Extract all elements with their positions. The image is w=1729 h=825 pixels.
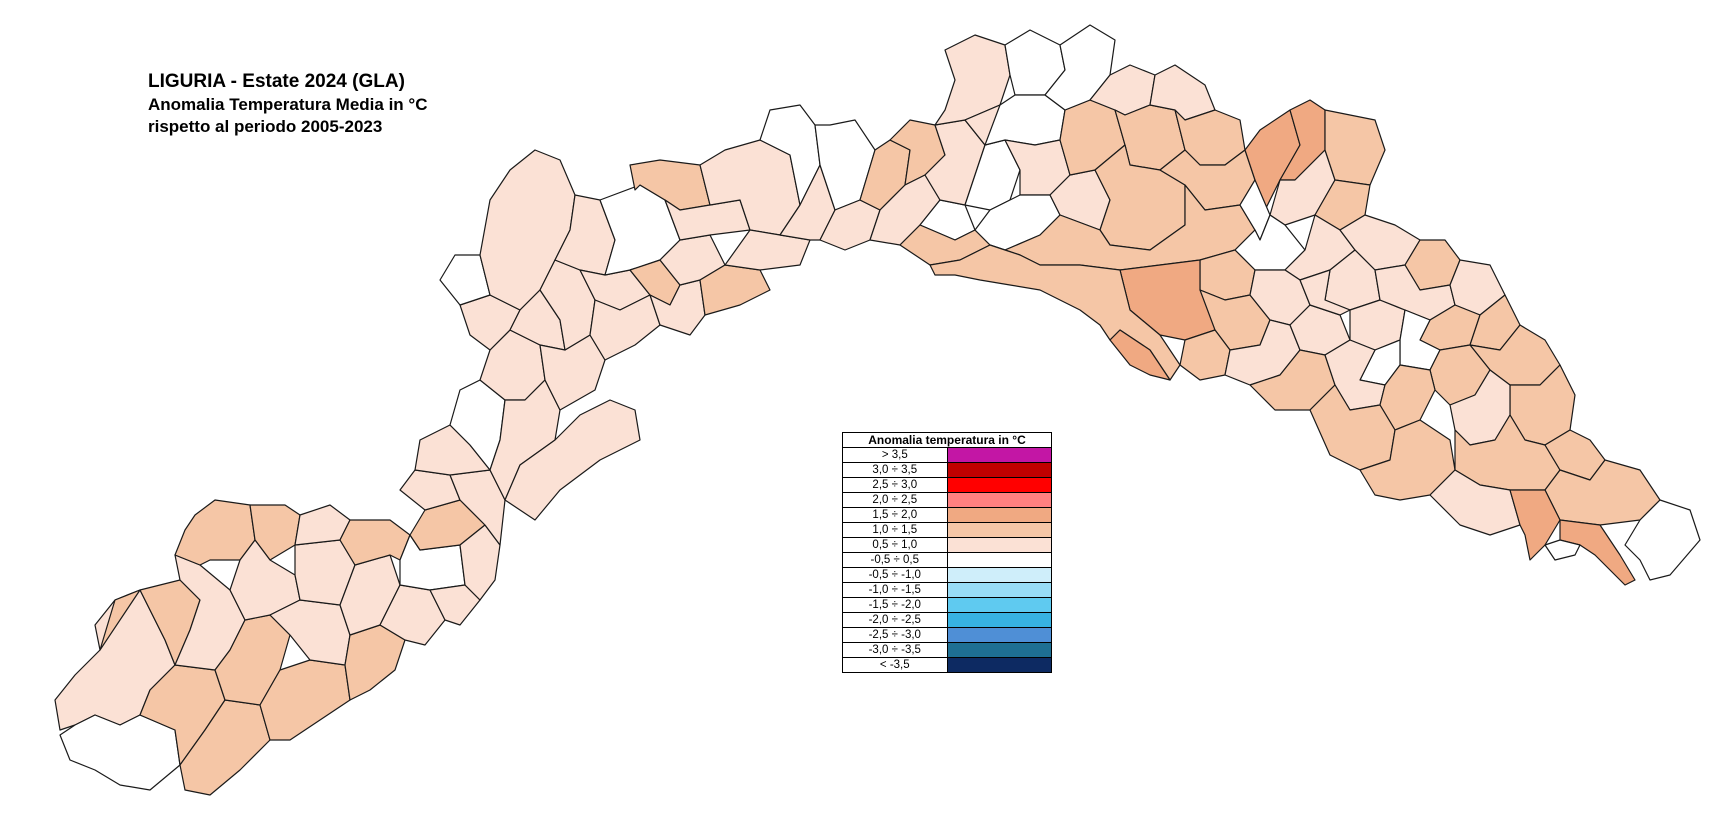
legend-swatch: [946, 492, 1053, 508]
legend-row: > 3,5: [842, 447, 1053, 463]
municipality-area: [1509, 489, 1561, 561]
legend-label: -2,5 ÷ -3,0: [842, 627, 948, 643]
legend-swatch: [946, 597, 1053, 613]
municipality-area: [339, 519, 411, 566]
legend-swatch: [946, 657, 1053, 673]
legend-swatch: [946, 552, 1053, 568]
legend-label: 2,0 ÷ 2,5: [842, 492, 948, 508]
legend-label: < -3,5: [842, 657, 948, 673]
legend-swatch: [946, 507, 1053, 523]
municipality-area: [1359, 419, 1456, 501]
legend-row: 2,5 ÷ 3,0: [842, 477, 1053, 493]
municipality-area: [504, 399, 641, 521]
map-reference-period: rispetto al periodo 2005-2023: [148, 117, 383, 136]
legend-label: 3,0 ÷ 3,5: [842, 462, 948, 478]
legend-label: -0,5 ÷ 0,5: [842, 552, 948, 568]
legend-row: 1,0 ÷ 1,5: [842, 522, 1053, 538]
legend-row: -0,5 ÷ 0,5: [842, 552, 1053, 568]
legend-row: 0,5 ÷ 1,0: [842, 537, 1053, 553]
municipality-area: [1544, 539, 1581, 561]
legend-swatch: [946, 612, 1053, 628]
legend-label: -0,5 ÷ -1,0: [842, 567, 948, 583]
legend-row: -3,0 ÷ -3,5: [842, 642, 1053, 658]
legend-row: -1,0 ÷ -1,5: [842, 582, 1053, 598]
municipality-area: [1624, 499, 1701, 581]
legend-row: 1,5 ÷ 2,0: [842, 507, 1053, 523]
municipality-area: [489, 379, 561, 501]
legend-swatch: [946, 642, 1053, 658]
legend-row: -1,5 ÷ -2,0: [842, 597, 1053, 613]
municipality-area: [1109, 329, 1171, 381]
legend-label: -2,0 ÷ -2,5: [842, 612, 948, 628]
municipality-area: [344, 624, 406, 701]
map-title: LIGURIA - Estate 2024 (GLA): [148, 71, 405, 92]
legend-swatch: [946, 627, 1053, 643]
legend-label: 0,5 ÷ 1,0: [842, 537, 948, 553]
legend-row: -2,5 ÷ -3,0: [842, 627, 1053, 643]
legend-swatch: [946, 537, 1053, 553]
legend-row: -2,0 ÷ -2,5: [842, 612, 1053, 628]
legend-label: > 3,5: [842, 447, 948, 463]
legend-swatch: [946, 447, 1053, 463]
legend-swatch: [946, 462, 1053, 478]
legend-label: -3,0 ÷ -3,5: [842, 642, 948, 658]
legend-label: 2,5 ÷ 3,0: [842, 477, 948, 493]
map-subtitle: Anomalia Temperatura Media in °C: [148, 95, 428, 114]
municipality-area: [1299, 269, 1351, 316]
legend-row: -0,5 ÷ -1,0: [842, 567, 1053, 583]
legend-row: 2,0 ÷ 2,5: [842, 492, 1053, 508]
legend-classes: > 3,5 3,0 ÷ 3,5 2,5 ÷ 3,0 2,0 ÷ 2,5 1,5 ÷ 2,…: [842, 447, 1053, 673]
legend-label: -1,0 ÷ -1,5: [842, 582, 948, 598]
legend-label: -1,5 ÷ -2,0: [842, 597, 948, 613]
municipality-area: [59, 714, 181, 791]
legend: Anomalia temperatura in °C > 3,5 3,0 ÷ 3,…: [842, 432, 1053, 673]
legend-swatch: [946, 582, 1053, 598]
legend-swatch: [946, 567, 1053, 583]
legend-row: 3,0 ÷ 3,5: [842, 462, 1053, 478]
map-title-block: LIGURIA - Estate 2024 (GLA) Anomalia Tem…: [148, 70, 428, 138]
legend-header: Anomalia temperatura in °C: [842, 432, 1052, 448]
legend-label: 1,5 ÷ 2,0: [842, 507, 948, 523]
legend-row: < -3,5: [842, 657, 1053, 673]
legend-swatch: [946, 522, 1053, 538]
legend-swatch: [946, 477, 1053, 493]
municipality-area: [1324, 109, 1386, 186]
municipality-area: [439, 254, 491, 306]
municipality-area: [174, 499, 256, 566]
legend-label: 1,0 ÷ 1,5: [842, 522, 948, 538]
municipality-area: [964, 104, 1001, 146]
